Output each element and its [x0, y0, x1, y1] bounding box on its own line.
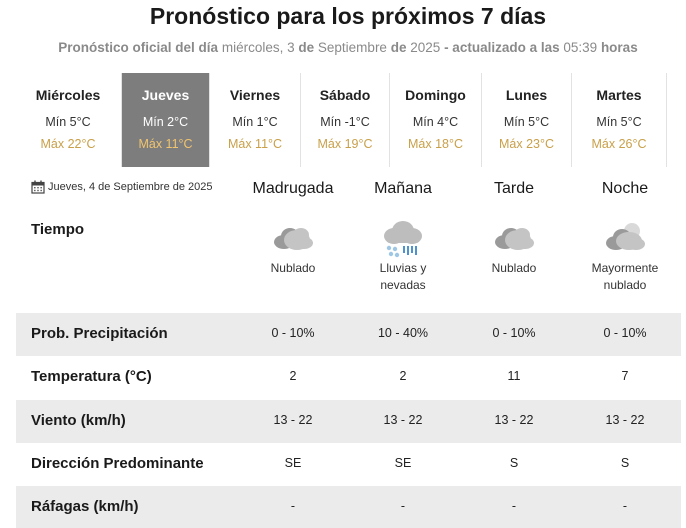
mostly-cloudy-night-icon — [606, 223, 645, 250]
day-min-temp: Mín -1°C — [320, 115, 370, 129]
day-name: Lunes — [505, 87, 548, 103]
day-max-temp: Máx 11°C — [227, 137, 283, 151]
weather-desc: Mayormente nublado — [591, 261, 659, 292]
rain-snow-icon — [384, 221, 422, 258]
day-tab-viernes[interactable]: Viernes Mín 1°C Máx 11°C — [210, 73, 301, 167]
selected-date: Jueves, 4 de Septiembre de 2025 — [31, 180, 213, 194]
day-min-temp: Mín 5°C — [503, 115, 550, 129]
row-value: 7 — [621, 369, 629, 383]
day-min-temp: Mín 5°C — [596, 115, 642, 129]
table-row: Dirección Predominante SE SE S S — [16, 443, 681, 486]
subtitle-de: de — [298, 40, 315, 55]
day-max-temp: Máx 22°C — [40, 137, 96, 151]
period-header: Mañana — [374, 180, 432, 197]
day-max-temp: Máx 19°C — [317, 137, 373, 151]
page-subtitle: Pronóstico oficial del día miércoles, 3 … — [0, 40, 686, 55]
period-header: Madrugada — [252, 180, 334, 197]
row-label: Temperatura (°C) — [31, 368, 152, 385]
day-max-temp: Máx 23°C — [498, 137, 555, 151]
day-name: Jueves — [141, 87, 190, 103]
day-name: Martes — [596, 87, 642, 103]
subtitle-year: 2025 — [410, 40, 441, 55]
row-label: Dirección Predominante — [31, 455, 204, 472]
page-title: Pronóstico para los próximos 7 días — [149, 3, 547, 29]
row-value: 2 — [289, 369, 297, 383]
weather-cell: Nublado — [238, 220, 348, 277]
day-min-temp: Mín 4°C — [412, 115, 459, 129]
row-label-tiempo: Tiempo — [31, 221, 85, 238]
row-value: 0 - 10% — [271, 326, 315, 340]
subtitle-suffix: horas — [600, 40, 638, 55]
subtitle-de: de — [390, 40, 407, 55]
row-value: SE — [394, 456, 412, 470]
table-row: Prob. Precipitación 0 - 10% 10 - 40% 0 -… — [16, 313, 681, 356]
day-tab-martes[interactable]: Martes Mín 5°C Máx 26°C — [572, 73, 667, 167]
day-name: Domingo — [405, 87, 466, 103]
day-min-temp: Mín 1°C — [232, 115, 278, 129]
row-value: 13 - 22 — [383, 413, 423, 427]
weather-cell: Lluvias y nevadas — [348, 220, 458, 294]
row-value: - — [290, 499, 296, 513]
day-max-temp: Máx 11°C — [138, 137, 193, 151]
row-value: - — [400, 499, 406, 513]
row-label: Ráfagas (km/h) — [31, 498, 139, 515]
day-tab-sabado[interactable]: Sábado Mín -1°C Máx 19°C — [301, 73, 390, 167]
row-value: S — [620, 456, 630, 470]
row-value: - — [622, 499, 628, 513]
day-name: Sábado — [319, 87, 371, 103]
selected-date-text: Jueves, 4 de Septiembre de 2025 — [48, 181, 213, 193]
day-tab-jueves[interactable]: Jueves Mín 2°C Máx 11°C — [122, 73, 210, 167]
weather-cell: Mayormente nublado — [570, 220, 680, 294]
subtitle-weekday: miércoles, 3 — [221, 40, 295, 55]
row-value: 11 — [507, 369, 521, 383]
cloudy-icon — [495, 228, 534, 250]
subtitle-prefix: Pronóstico oficial del día — [58, 40, 219, 55]
day-name: Miércoles — [35, 87, 101, 103]
row-label: Viento (km/h) — [31, 412, 126, 429]
day-min-temp: Mín 2°C — [142, 115, 189, 129]
row-value: 13 - 22 — [273, 413, 313, 427]
subtitle-time: 05:39 — [563, 40, 598, 55]
cloudy-icon — [274, 228, 313, 250]
day-tab-lunes[interactable]: Lunes Mín 5°C Máx 23°C — [482, 73, 572, 167]
calendar-icon — [31, 180, 45, 194]
row-value: - — [511, 499, 517, 513]
weather-desc: Nublado — [270, 261, 316, 275]
table-row: Temperatura (°C) 2 2 11 7 — [16, 356, 681, 399]
period-header: Noche — [601, 180, 649, 197]
day-selector: Miércoles Mín 5°C Máx 22°C Jueves Mín 2°… — [15, 73, 667, 167]
day-max-temp: Máx 18°C — [407, 137, 464, 151]
subtitle-month: Septiembre — [317, 40, 387, 55]
row-value: S — [509, 456, 519, 470]
row-value: 13 - 22 — [605, 413, 645, 427]
day-name: Viernes — [229, 87, 281, 103]
day-tab-miercoles[interactable]: Miércoles Mín 5°C Máx 22°C — [15, 73, 122, 167]
weather-cell: Nublado — [459, 220, 569, 277]
row-value: 10 - 40% — [377, 326, 429, 340]
row-value: SE — [284, 456, 302, 470]
subtitle-updated: - actualizado a las — [444, 40, 560, 55]
row-value: 13 - 22 — [494, 413, 534, 427]
weather-desc: Lluvias y nevadas — [379, 261, 427, 292]
row-label: Prob. Precipitación — [31, 325, 168, 342]
row-value: 2 — [399, 369, 407, 383]
row-value: 0 - 10% — [603, 326, 647, 340]
table-row: Viento (km/h) 13 - 22 13 - 22 13 - 22 13… — [16, 400, 681, 443]
table-row: Ráfagas (km/h) - - - - — [16, 486, 681, 528]
day-min-temp: Mín 5°C — [45, 115, 91, 129]
day-max-temp: Máx 26°C — [591, 137, 647, 151]
row-value: 0 - 10% — [492, 326, 536, 340]
weather-desc: Nublado — [491, 261, 537, 275]
day-tab-domingo[interactable]: Domingo Mín 4°C Máx 18°C — [390, 73, 482, 167]
period-header: Tarde — [493, 180, 535, 197]
